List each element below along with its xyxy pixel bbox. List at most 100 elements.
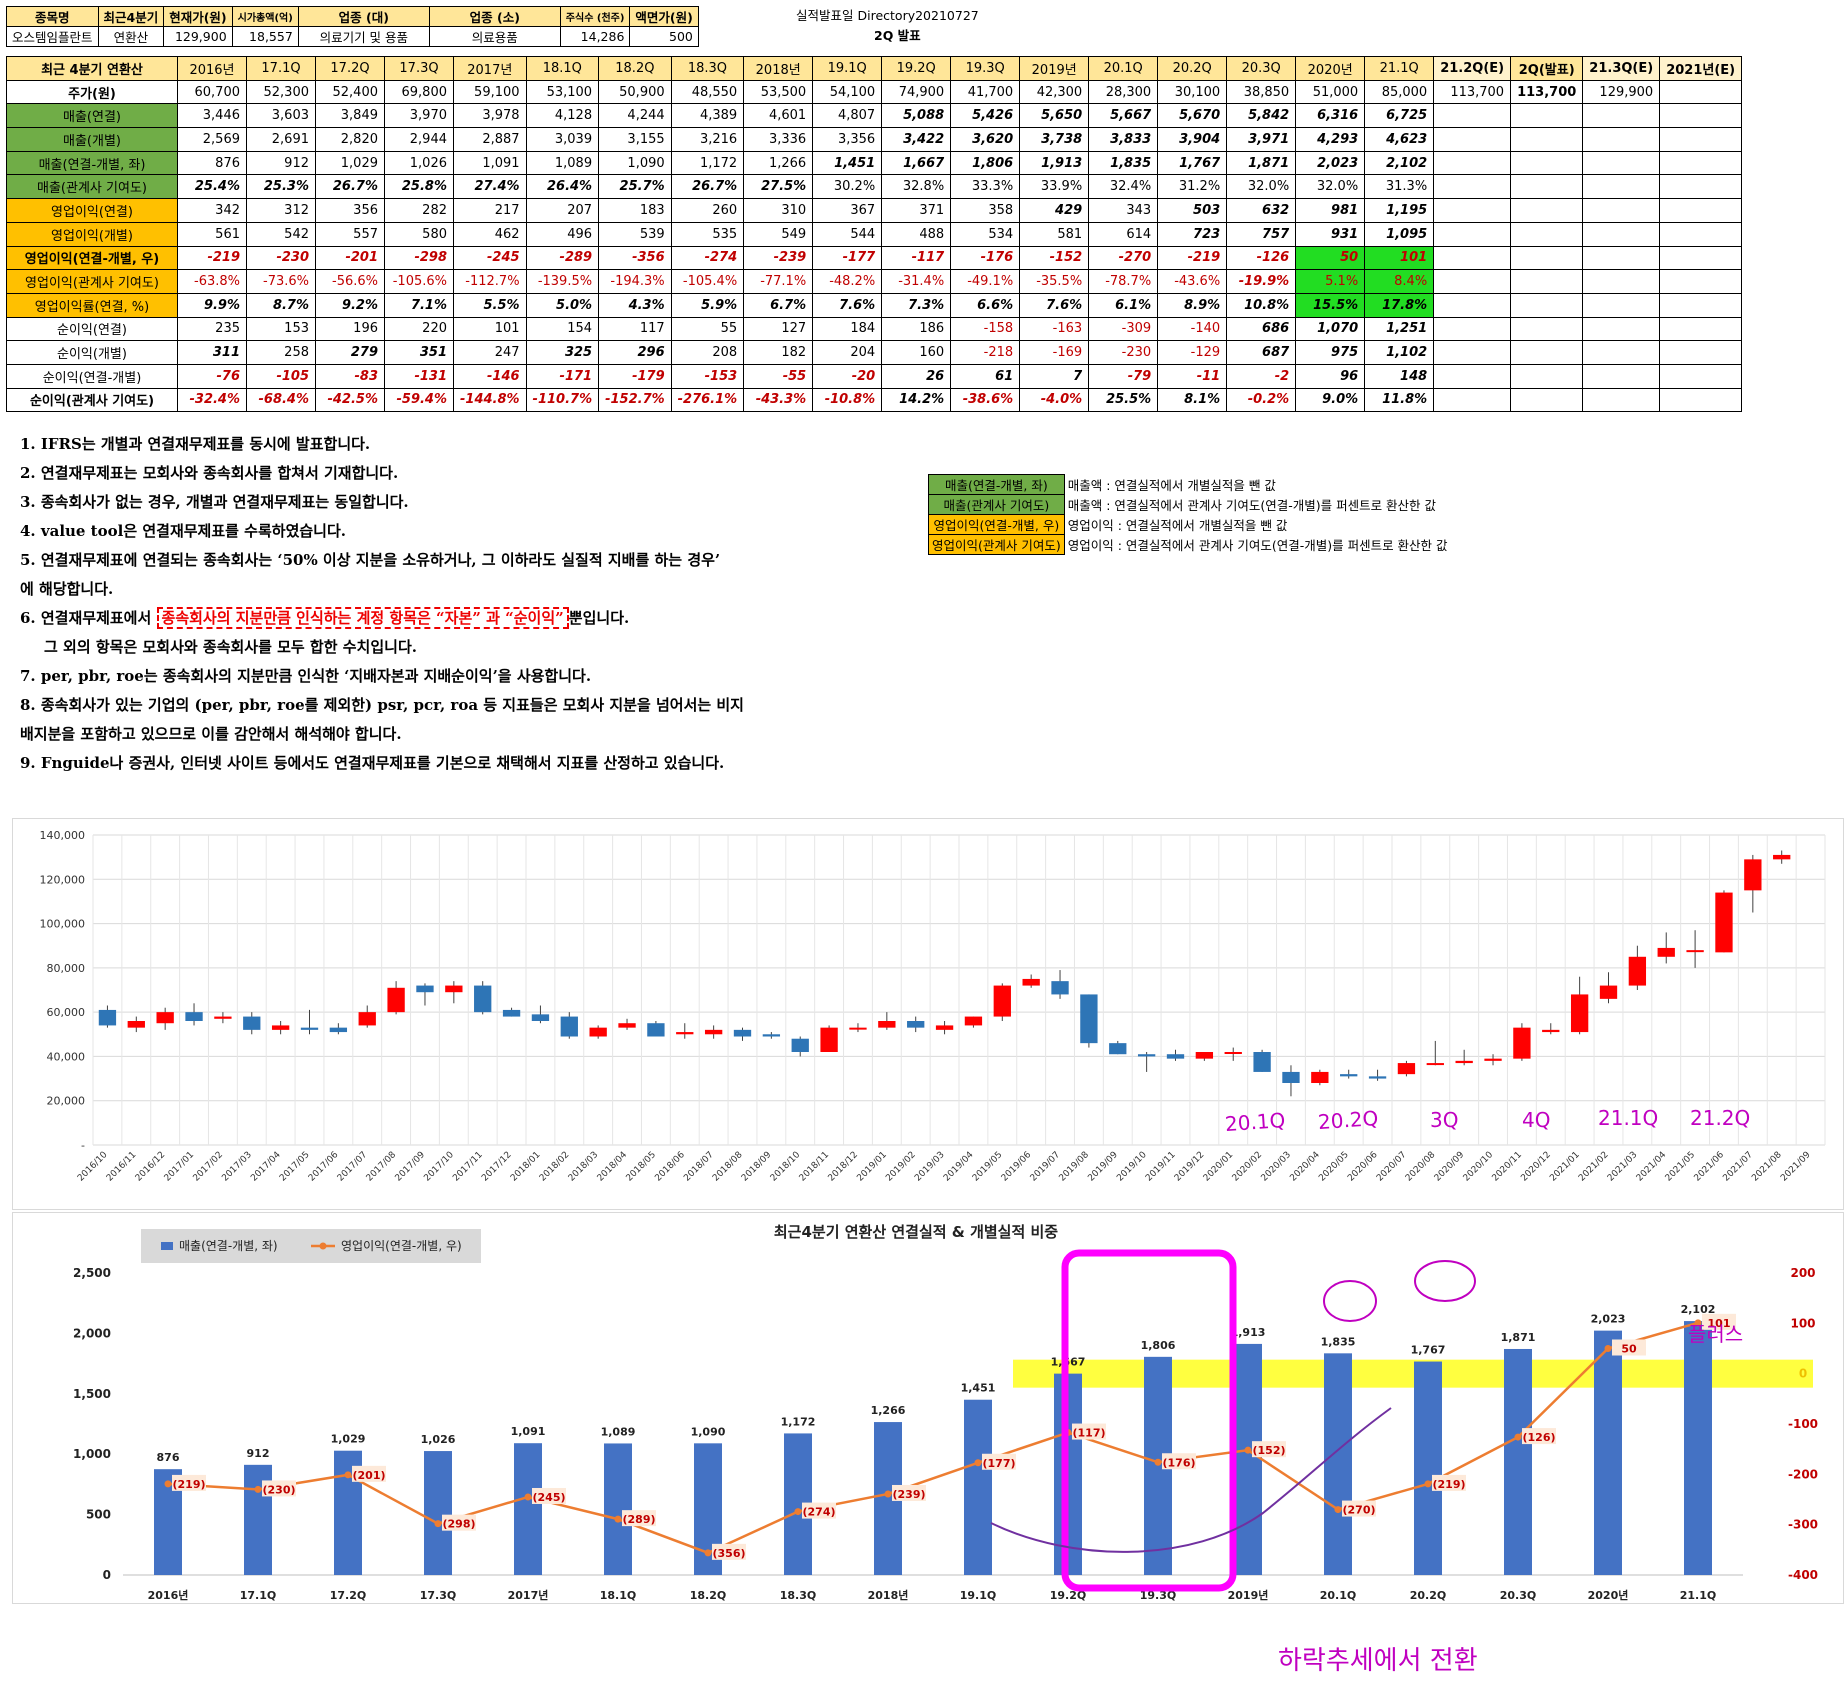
bar-data-label: 1,451 — [961, 1382, 996, 1395]
legend-marker — [319, 1242, 327, 1250]
line-label-bg — [982, 1453, 1016, 1470]
table-cell — [1582, 340, 1661, 365]
note-line: 8. 종속회사가 있는 기업의 (per, pbr, roe를 제외한) psr… — [20, 696, 744, 714]
table-cell — [1659, 363, 1743, 389]
table-cell: 53,100 — [525, 79, 600, 105]
table-cell: 8.7% — [246, 292, 316, 318]
table-cell: 28,300 — [1088, 79, 1159, 105]
table-cell: 60,700 — [177, 79, 247, 105]
table-cell: 32.0% — [1295, 174, 1366, 200]
note-line: 그 외의 항목은 모회사와 종속회사를 모두 합한 수치입니다. — [44, 638, 417, 656]
table-cell: 4,807 — [812, 103, 883, 129]
table-cell: 59,100 — [453, 79, 527, 105]
x-tick-label: 2018/04 — [596, 1150, 630, 1184]
table-cell: 11.8% — [1364, 387, 1435, 413]
y-right-tick-label: 100 — [1790, 1316, 1815, 1330]
bar — [1414, 1361, 1442, 1575]
candle-body — [878, 1021, 896, 1028]
table-cell: 9.0% — [1295, 387, 1366, 413]
handwritten-label: 20.1Q — [1224, 1107, 1287, 1137]
table-cell: -38.6% — [950, 387, 1021, 413]
line-point — [164, 1480, 172, 1488]
table-cell: -158 — [950, 316, 1021, 342]
table-cell: 614 — [1088, 221, 1159, 247]
table-cell — [1582, 316, 1661, 342]
highlight-rectangle — [1061, 1249, 1237, 1592]
table-cell — [1433, 198, 1512, 223]
column-header: 20.1Q — [1088, 56, 1159, 81]
note-line: 에 해당합니다. — [20, 580, 114, 598]
table-cell: 296 — [598, 340, 672, 365]
release-label: 실적발표일 — [796, 8, 854, 23]
x-tick-label: 2019/10 — [1115, 1150, 1149, 1184]
table-cell: 182 — [743, 340, 814, 365]
bar-data-label: 1,806 — [1141, 1339, 1176, 1352]
table-cell — [1510, 103, 1584, 129]
table-cell: 96 — [1295, 363, 1366, 389]
x-tick-label: 2018/10 — [769, 1150, 803, 1184]
table-row: 순이익(개별) 311 258 279 351 247 325 296 208 182 204 160… — [6, 340, 1743, 365]
candle-body — [156, 1012, 174, 1024]
table-cell: 3,833 — [1088, 127, 1159, 152]
x-tick-label: 2017/05 — [278, 1150, 312, 1184]
candle-body — [1166, 1054, 1185, 1059]
table-cell: -131 — [384, 363, 454, 389]
x-tick-label: 2017/09 — [394, 1150, 428, 1184]
table-cell: 61 — [950, 363, 1021, 389]
table-cell: 3,849 — [315, 103, 385, 129]
table-cell: 7.3% — [881, 292, 952, 318]
table-cell — [1510, 363, 1584, 389]
table-cell — [1659, 292, 1743, 318]
column-header: 2Q(발표) — [1510, 56, 1584, 81]
bar — [514, 1443, 542, 1575]
candle-body — [1340, 1074, 1358, 1077]
table-cell: 3,904 — [1157, 127, 1228, 152]
x-tick-label: 2018/11 — [798, 1150, 832, 1184]
table-cell: 912 — [246, 150, 316, 176]
table-row: 매출(관계사 기여도) 25.4% 25.3% 26.7% 25.8% 27.4% 26.4… — [6, 174, 1743, 200]
candle-body — [647, 1023, 665, 1037]
definition-text: 영업이익 : 연결실적에서 관계사 기여도(연결-개별)를 퍼센트로 환산한 값 — [1067, 538, 1448, 553]
x-tick-label: 2021/01 — [1548, 1150, 1582, 1184]
table-header-row: 최근 4분기 연환산 2016년 17.1Q 17.2Q 17.3Q 2017년 18.1Q… — [6, 56, 1743, 81]
table-cell: 33.3% — [950, 174, 1021, 200]
table-cell: -140 — [1157, 316, 1228, 342]
table-cell: 1,095 — [1364, 221, 1435, 247]
legend-swatch — [161, 1242, 173, 1250]
table-cell: 3,446 — [177, 103, 247, 129]
table-cell: 561 — [177, 221, 247, 247]
table-cell: 9.2% — [315, 292, 385, 318]
candle-body — [1426, 1063, 1444, 1066]
table-cell: 117 — [598, 316, 672, 342]
combo-chart-area: 최근4분기 연환산 연결실적 & 개별실적 비중 매출(연결-개별, 좌) 영업이익… — [12, 1212, 1844, 1604]
table-cell: 186 — [881, 316, 952, 342]
x-tick-label: 2018/06 — [653, 1150, 687, 1184]
x-tick-label: 20.1Q — [1320, 1589, 1357, 1602]
table-cell: 3,422 — [881, 127, 952, 152]
note-line: 9. Fnguide나 증권사, 인터넷 사이트 등에서도 연결재무제표를 기본… — [20, 754, 725, 772]
table-cell: -219 — [1157, 245, 1228, 271]
table-cell: -48.2% — [812, 269, 883, 294]
candle-body — [1311, 1071, 1329, 1083]
table-cell — [1433, 340, 1512, 365]
table-cell — [1582, 221, 1661, 247]
table-cell: -230 — [1088, 340, 1159, 365]
candle-body — [733, 1029, 752, 1037]
table-cell — [1510, 245, 1584, 271]
row-label: 매출(관계사 기여도) — [6, 174, 178, 200]
column-header: 2017년 — [453, 56, 527, 81]
definition-text: 영업이익 : 연결실적에서 개별실적을 뺀 값 — [1067, 518, 1288, 533]
candle-body — [676, 1032, 694, 1035]
table-cell: -35.5% — [1019, 269, 1090, 294]
note-part: 뿐입니다. — [568, 609, 630, 627]
table-cell — [1433, 127, 1512, 152]
candle-body — [300, 1027, 319, 1030]
line-data-label: (298) — [442, 1518, 475, 1531]
chart-title: 최근4분기 연환산 연결실적 & 개별실적 비중 — [774, 1223, 1058, 1241]
handwritten-label: 21.2Q — [1690, 1106, 1751, 1130]
info-header: 최근4분기 — [97, 6, 165, 27]
table-cell: 101 — [453, 316, 527, 342]
table-cell: 503 — [1157, 198, 1228, 223]
line-data-label: (245) — [532, 1491, 565, 1504]
legend-label: 영업이익(연결-개별, 우) — [341, 1239, 462, 1253]
